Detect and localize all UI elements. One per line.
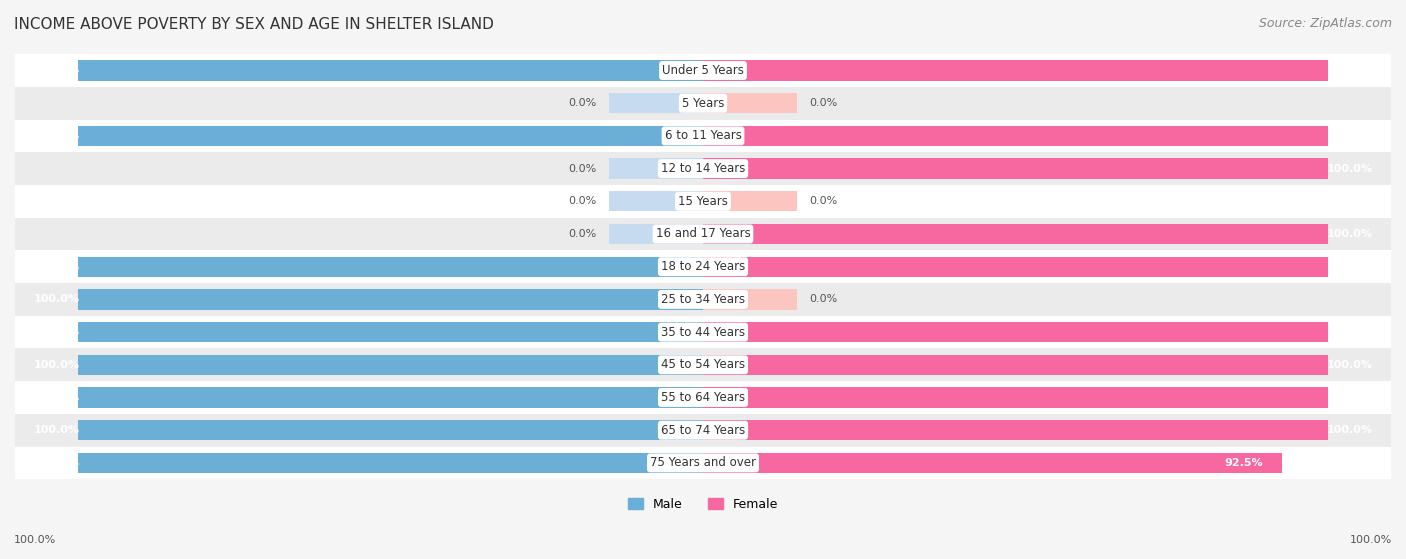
Bar	[703, 453, 1281, 473]
Text: 100.0%: 100.0%	[34, 262, 80, 272]
Bar	[15, 348, 1391, 381]
Text: 100.0%: 100.0%	[34, 458, 80, 468]
Text: 100.0%: 100.0%	[34, 327, 80, 337]
Text: 5 Years: 5 Years	[682, 97, 724, 110]
Bar	[77, 453, 703, 473]
Bar	[77, 60, 703, 80]
Text: 100.0%: 100.0%	[1326, 164, 1372, 174]
Bar	[15, 250, 1391, 283]
Bar	[703, 158, 1329, 179]
Bar	[15, 447, 1391, 479]
Text: 100.0%: 100.0%	[34, 392, 80, 402]
Text: 100.0%: 100.0%	[1326, 131, 1372, 141]
Bar	[703, 289, 797, 310]
Text: 100.0%: 100.0%	[1326, 425, 1372, 435]
Bar	[15, 185, 1391, 217]
Text: 100.0%: 100.0%	[1350, 535, 1392, 545]
Bar	[15, 283, 1391, 316]
Text: 100.0%: 100.0%	[1326, 65, 1372, 75]
Bar	[15, 381, 1391, 414]
Bar	[77, 126, 703, 146]
Bar	[703, 60, 1329, 80]
Bar	[703, 126, 1329, 146]
Text: 100.0%: 100.0%	[1326, 392, 1372, 402]
Text: Source: ZipAtlas.com: Source: ZipAtlas.com	[1258, 17, 1392, 30]
Bar	[15, 87, 1391, 120]
Text: 100.0%: 100.0%	[14, 535, 56, 545]
Bar	[703, 354, 1329, 375]
Text: 75 Years and over: 75 Years and over	[650, 456, 756, 470]
Text: 0.0%: 0.0%	[810, 295, 838, 305]
Text: 18 to 24 Years: 18 to 24 Years	[661, 260, 745, 273]
Text: 100.0%: 100.0%	[34, 360, 80, 370]
Bar	[703, 322, 1329, 342]
Bar	[15, 152, 1391, 185]
Bar	[703, 93, 797, 113]
Bar	[15, 54, 1391, 87]
Text: 0.0%: 0.0%	[568, 229, 596, 239]
Text: 100.0%: 100.0%	[1326, 360, 1372, 370]
Text: 6 to 11 Years: 6 to 11 Years	[665, 129, 741, 143]
Text: 0.0%: 0.0%	[568, 196, 596, 206]
Bar	[77, 322, 703, 342]
Text: 0.0%: 0.0%	[810, 196, 838, 206]
Bar	[609, 158, 703, 179]
Bar	[15, 316, 1391, 348]
Bar	[77, 387, 703, 408]
Text: 16 and 17 Years: 16 and 17 Years	[655, 228, 751, 240]
Text: 0.0%: 0.0%	[810, 98, 838, 108]
Text: 92.5%: 92.5%	[1225, 458, 1263, 468]
Bar	[703, 387, 1329, 408]
Text: 100.0%: 100.0%	[34, 295, 80, 305]
Bar	[15, 120, 1391, 152]
Text: INCOME ABOVE POVERTY BY SEX AND AGE IN SHELTER ISLAND: INCOME ABOVE POVERTY BY SEX AND AGE IN S…	[14, 17, 494, 32]
Text: 65 to 74 Years: 65 to 74 Years	[661, 424, 745, 437]
Text: 100.0%: 100.0%	[34, 131, 80, 141]
Text: 0.0%: 0.0%	[568, 164, 596, 174]
Bar	[703, 191, 797, 211]
Bar	[15, 217, 1391, 250]
Bar	[703, 224, 1329, 244]
Bar	[77, 354, 703, 375]
Text: 55 to 64 Years: 55 to 64 Years	[661, 391, 745, 404]
Text: 100.0%: 100.0%	[34, 425, 80, 435]
Bar	[703, 257, 1329, 277]
Bar	[77, 420, 703, 440]
Bar	[609, 224, 703, 244]
Bar	[703, 420, 1329, 440]
Text: 35 to 44 Years: 35 to 44 Years	[661, 325, 745, 339]
Text: 100.0%: 100.0%	[1326, 327, 1372, 337]
Text: 25 to 34 Years: 25 to 34 Years	[661, 293, 745, 306]
Text: 100.0%: 100.0%	[1326, 262, 1372, 272]
Text: 100.0%: 100.0%	[1326, 229, 1372, 239]
Bar	[15, 414, 1391, 447]
Text: 15 Years: 15 Years	[678, 195, 728, 208]
Text: 45 to 54 Years: 45 to 54 Years	[661, 358, 745, 371]
Text: 12 to 14 Years: 12 to 14 Years	[661, 162, 745, 175]
Text: 0.0%: 0.0%	[568, 98, 596, 108]
Bar	[609, 191, 703, 211]
Bar	[77, 289, 703, 310]
Legend: Male, Female: Male, Female	[623, 492, 783, 515]
Text: Under 5 Years: Under 5 Years	[662, 64, 744, 77]
Bar	[77, 257, 703, 277]
Bar	[609, 93, 703, 113]
Text: 100.0%: 100.0%	[34, 65, 80, 75]
